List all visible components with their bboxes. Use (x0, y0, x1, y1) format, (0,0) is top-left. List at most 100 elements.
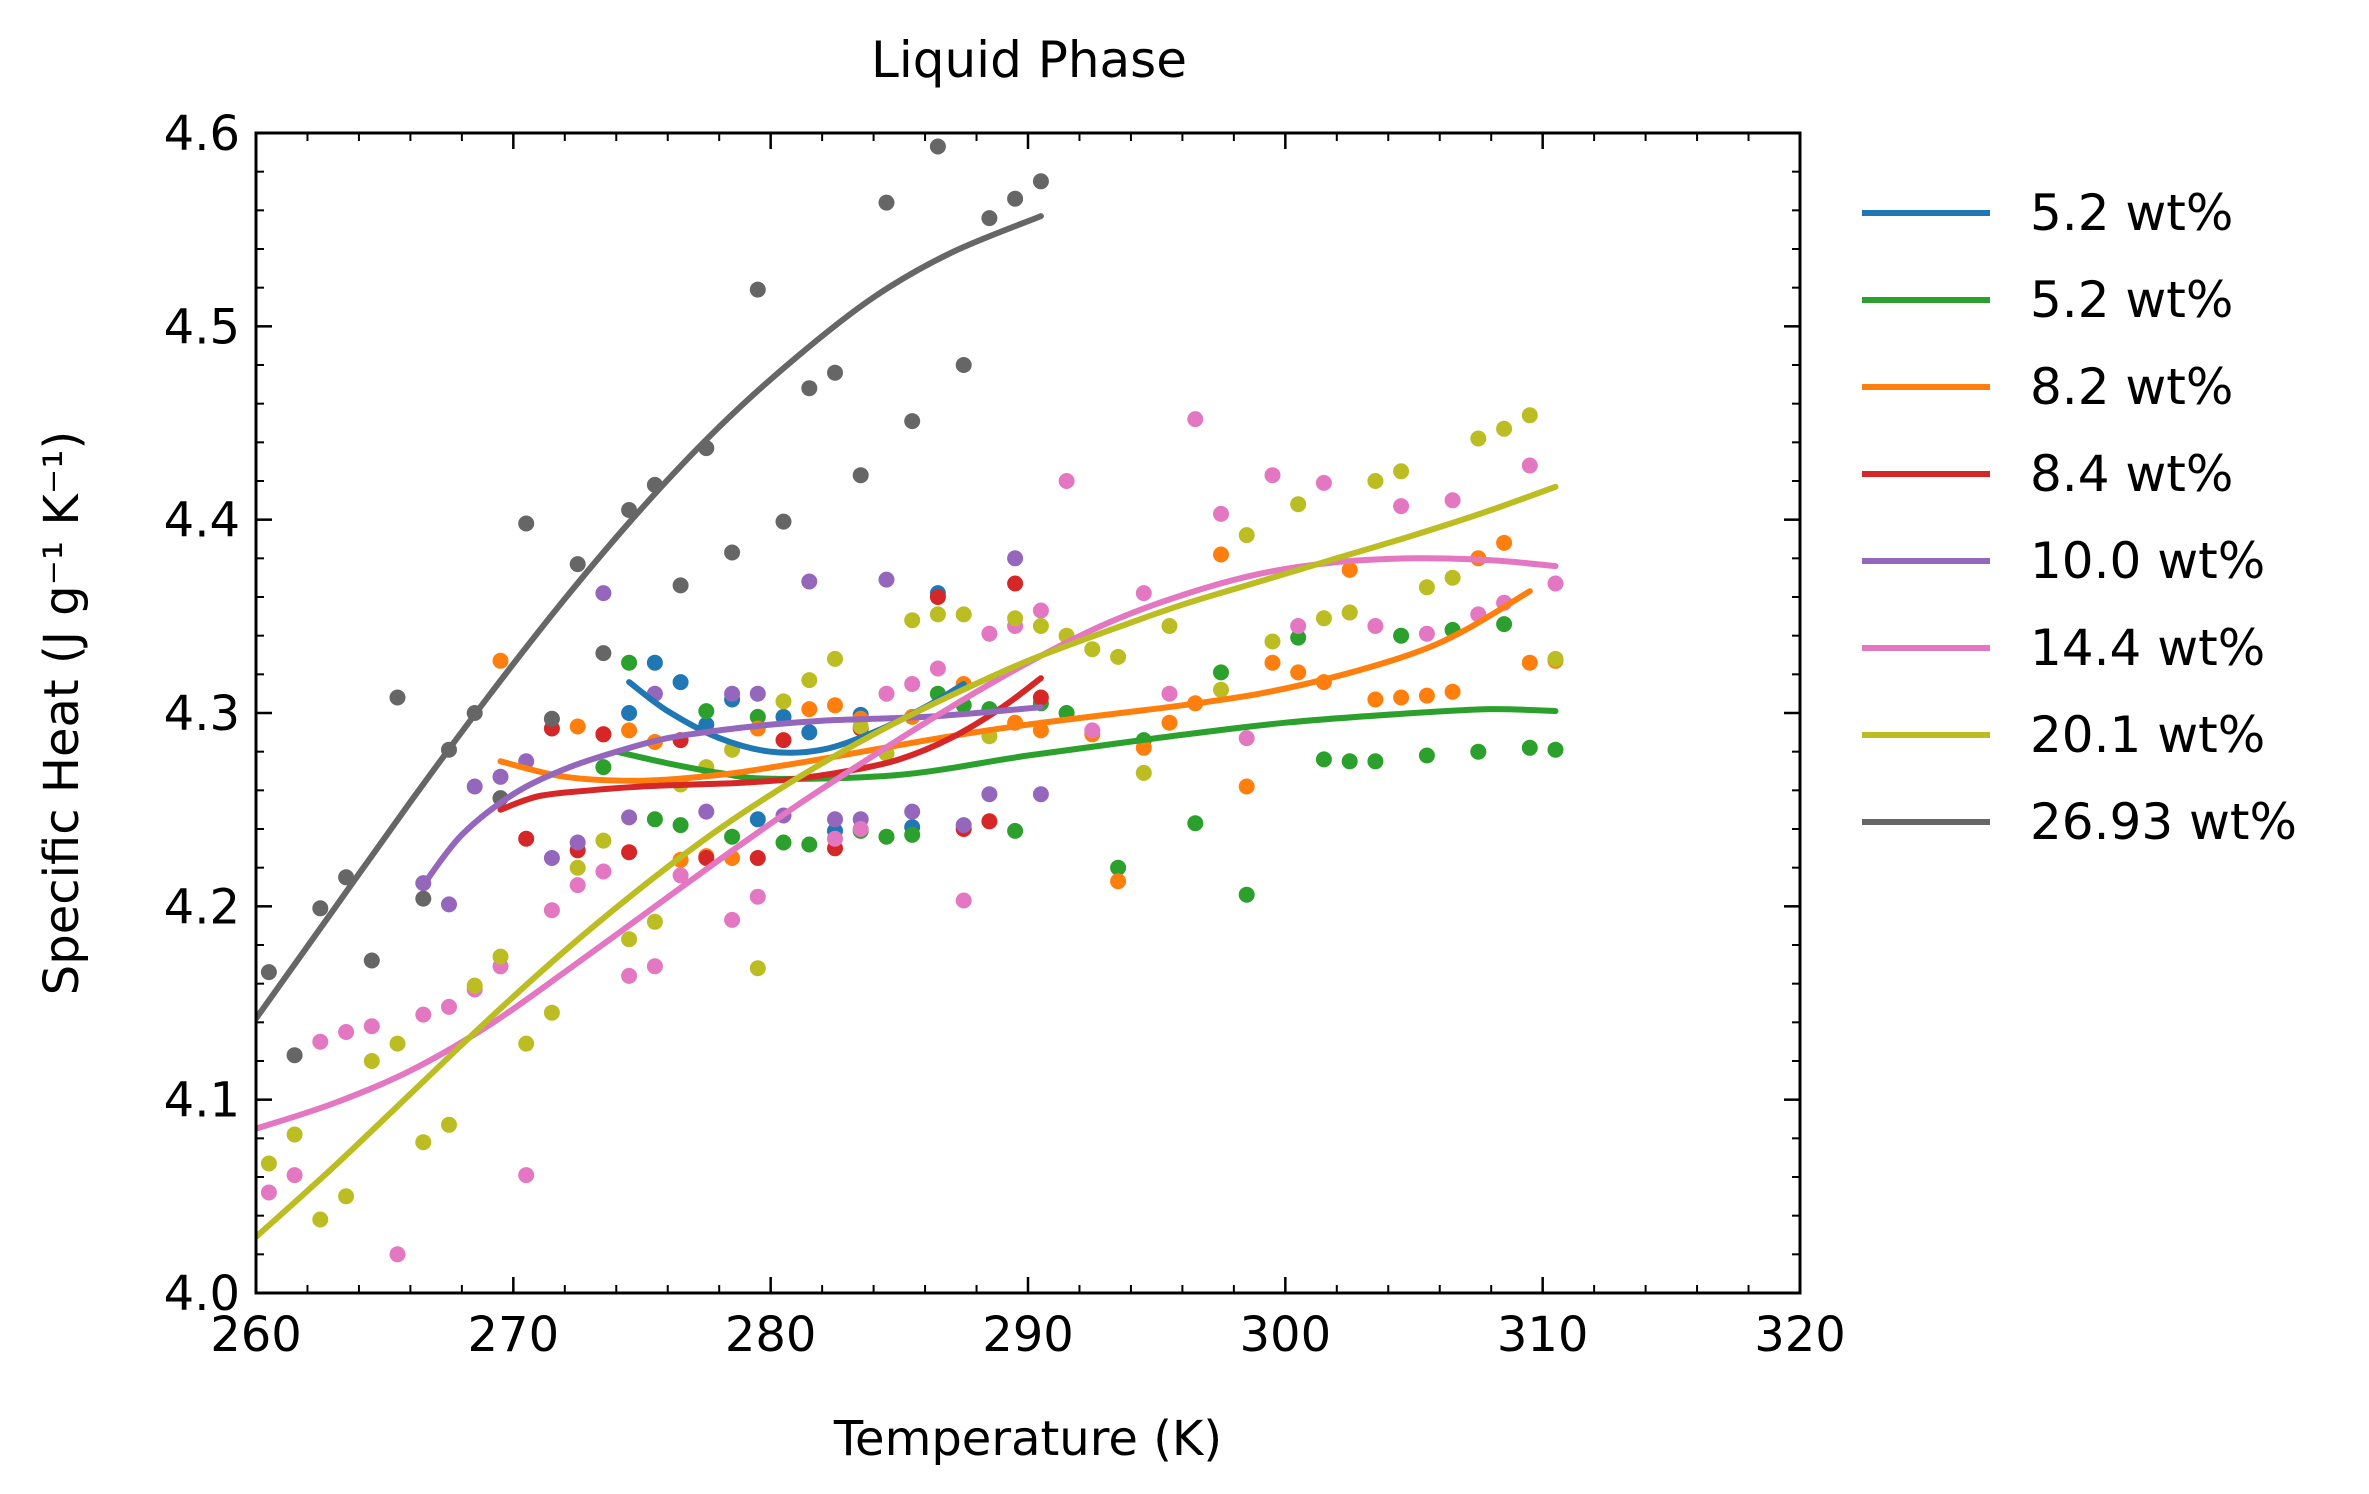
data-point (955, 357, 972, 373)
data-point (749, 708, 766, 725)
data-point (1135, 585, 1152, 602)
data-point (415, 1006, 432, 1023)
data-point (1264, 467, 1281, 484)
data-point (286, 1047, 303, 1064)
data-point (1032, 173, 1049, 190)
data-point (775, 693, 792, 710)
x-tick-label: 300 (1240, 1307, 1332, 1363)
data-point (1418, 579, 1435, 596)
data-point (1393, 689, 1410, 706)
data-point (1315, 474, 1332, 491)
data-point (1238, 886, 1255, 903)
data-point (466, 977, 483, 994)
y-tick-label: 4.5 (164, 299, 240, 355)
data-point (621, 809, 638, 826)
data-point (1547, 575, 1564, 592)
data-point (312, 1033, 329, 1050)
legend-label: 8.2 wt% (2030, 358, 2233, 416)
data-point (1521, 654, 1538, 671)
data-point (852, 821, 869, 837)
data-point (441, 998, 457, 1015)
data-point (1187, 411, 1204, 428)
data-point (260, 964, 277, 981)
data-point (775, 834, 792, 851)
fit-curves (256, 213, 1559, 1240)
data-point (1290, 496, 1307, 513)
data-point (775, 732, 792, 749)
data-point (338, 1188, 355, 1205)
data-point (569, 859, 586, 876)
data-point (1110, 859, 1127, 876)
data-point (1135, 764, 1152, 781)
data-point (646, 913, 663, 930)
data-point (1058, 473, 1075, 489)
data-point (1341, 753, 1358, 770)
data-point (749, 888, 766, 905)
data-point (878, 685, 895, 702)
data-point (749, 281, 766, 298)
data-point (1547, 741, 1564, 758)
data-point (543, 710, 560, 727)
legend-label: 10.0 wt% (2030, 532, 2265, 590)
fit-line-6 (256, 483, 1559, 1240)
x-axis-ticks: 260 270 280 290 300 310 320 (210, 133, 1846, 1363)
data-point (1032, 786, 1049, 803)
legend-label: 26.93 wt% (2030, 793, 2297, 851)
data-point (1315, 751, 1332, 768)
data-point (1341, 604, 1358, 621)
data-point (1470, 743, 1487, 760)
data-point (698, 803, 715, 820)
data-point (1084, 641, 1101, 658)
data-point (595, 726, 612, 743)
data-point (621, 844, 638, 861)
data-point (1393, 498, 1410, 515)
data-point (1341, 561, 1358, 578)
data-point (1418, 747, 1435, 764)
data-point (904, 612, 921, 629)
data-point (1418, 625, 1435, 642)
x-tick-label: 310 (1497, 1307, 1589, 1363)
data-point (672, 867, 689, 884)
data-point (1367, 691, 1384, 708)
data-point (904, 413, 921, 430)
data-point (1238, 527, 1255, 544)
data-point (646, 811, 663, 828)
data-point (415, 890, 432, 907)
data-point (1007, 575, 1024, 592)
data-point (1213, 681, 1229, 698)
y-tick-label: 4.3 (164, 686, 240, 742)
data-point (1367, 473, 1384, 489)
data-point (1161, 685, 1178, 702)
y-tick-label: 4.2 (164, 879, 240, 935)
x-axis-label: Temperature (K) (833, 1411, 1222, 1467)
data-point (801, 701, 818, 718)
data-point (1444, 683, 1461, 700)
data-point (1470, 430, 1487, 447)
data-point (1161, 618, 1178, 634)
data-point (904, 676, 921, 692)
data-point (621, 705, 638, 721)
data-point (338, 1024, 355, 1040)
data-point (1213, 664, 1229, 681)
data-point (749, 850, 766, 866)
plot-frame (254, 131, 1802, 1295)
data-point (801, 573, 818, 590)
data-point (621, 722, 638, 739)
data-point (595, 759, 612, 776)
data-point (749, 811, 766, 828)
data-point (518, 830, 535, 847)
data-point (1521, 739, 1538, 756)
data-point (363, 1053, 380, 1069)
data-point (698, 850, 715, 866)
data-point (1521, 457, 1538, 474)
data-point (801, 380, 818, 397)
x-tick-label: 270 (468, 1307, 560, 1363)
data-point (852, 467, 869, 484)
data-point (1393, 627, 1410, 644)
data-point (595, 585, 612, 602)
data-point (672, 674, 689, 691)
data-point (672, 817, 689, 834)
data-point (1007, 550, 1024, 567)
data-point (852, 718, 869, 735)
